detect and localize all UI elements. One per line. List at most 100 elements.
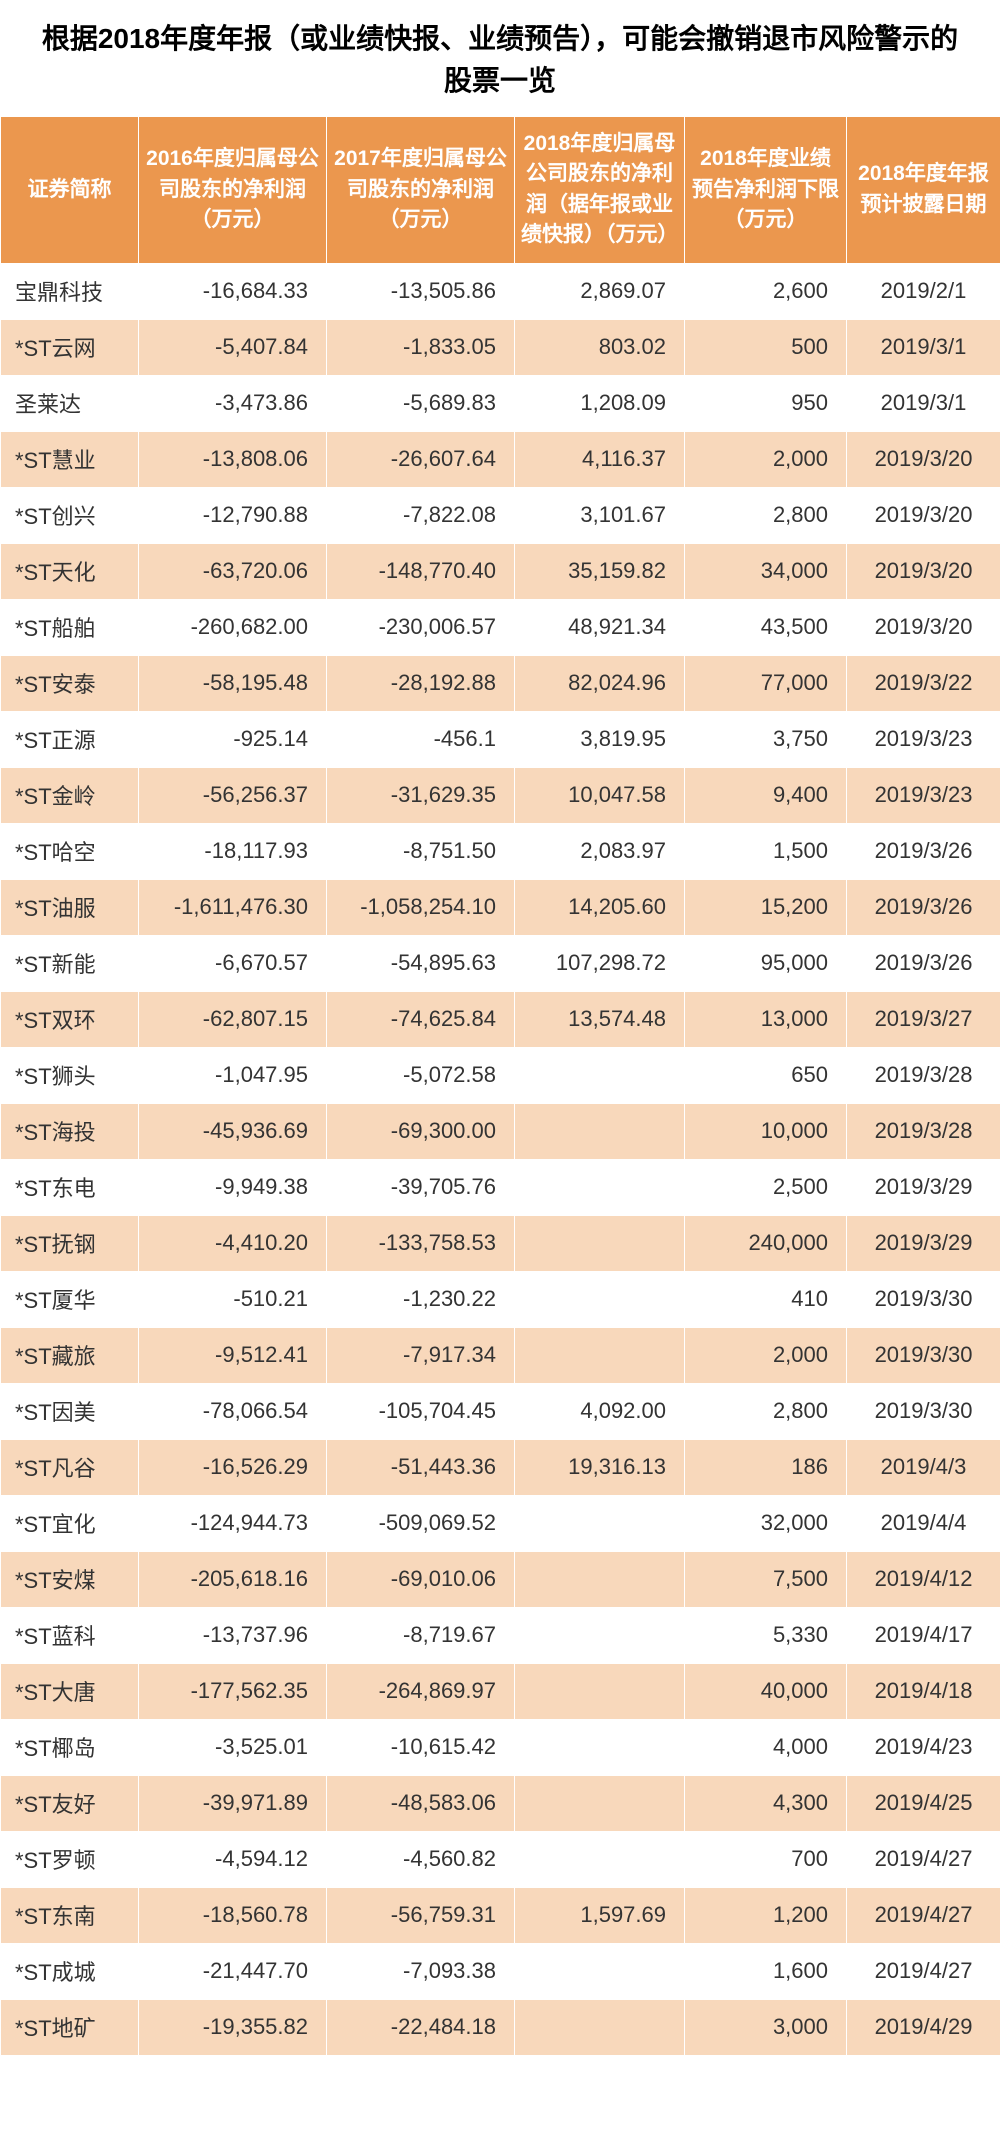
data-cell: 2019/4/3 — [847, 1439, 1000, 1495]
table-row: *ST东电-9,949.38-39,705.762,5002019/3/29 — [1, 1159, 1000, 1215]
data-cell — [515, 1607, 685, 1663]
data-cell — [515, 1831, 685, 1887]
table-row: *ST海投-45,936.69-69,300.0010,0002019/3/28 — [1, 1103, 1000, 1159]
data-cell: -3,525.01 — [139, 1719, 327, 1775]
data-cell: 2,800 — [685, 1383, 847, 1439]
table-row: *ST狮头-1,047.95-5,072.586502019/3/28 — [1, 1047, 1000, 1103]
data-cell — [515, 1663, 685, 1719]
table-row: *ST安泰-58,195.48-28,192.8882,024.9677,000… — [1, 655, 1000, 711]
data-cell: -5,072.58 — [327, 1047, 515, 1103]
table-row: *ST抚钢-4,410.20-133,758.53240,0002019/3/2… — [1, 1215, 1000, 1271]
table-row: *ST双环-62,807.15-74,625.8413,574.4813,000… — [1, 991, 1000, 1047]
data-cell — [515, 1047, 685, 1103]
data-cell: 1,200 — [685, 1887, 847, 1943]
stock-name-cell: *ST新能 — [1, 935, 139, 991]
stock-name-cell: *ST东南 — [1, 1887, 139, 1943]
table-row: *ST大唐-177,562.35-264,869.9740,0002019/4/… — [1, 1663, 1000, 1719]
data-cell: 4,092.00 — [515, 1383, 685, 1439]
data-cell: 2019/4/23 — [847, 1719, 1000, 1775]
stock-name-cell: *ST油服 — [1, 879, 139, 935]
data-cell: -205,618.16 — [139, 1551, 327, 1607]
table-row: *ST东南-18,560.78-56,759.311,597.691,20020… — [1, 1887, 1000, 1943]
table-row: 圣莱达-3,473.86-5,689.831,208.099502019/3/1 — [1, 375, 1000, 431]
data-cell: 2019/2/1 — [847, 263, 1000, 319]
data-cell: 2019/3/27 — [847, 991, 1000, 1047]
stock-name-cell: *ST东电 — [1, 1159, 139, 1215]
data-cell: 2019/3/22 — [847, 655, 1000, 711]
data-cell: -13,505.86 — [327, 263, 515, 319]
stock-name-cell: 圣莱达 — [1, 375, 139, 431]
data-cell: 186 — [685, 1439, 847, 1495]
data-cell: 7,500 — [685, 1551, 847, 1607]
data-cell: 4,116.37 — [515, 431, 685, 487]
table-row: *ST地矿-19,355.82-22,484.183,0002019/4/29 — [1, 1999, 1000, 2055]
data-cell: 2,000 — [685, 1327, 847, 1383]
stock-name-cell: *ST蓝科 — [1, 1607, 139, 1663]
data-cell: 2019/3/20 — [847, 543, 1000, 599]
data-cell: 2019/3/20 — [847, 431, 1000, 487]
table-row: *ST船舶-260,682.00-230,006.5748,921.3443,5… — [1, 599, 1000, 655]
data-cell: 410 — [685, 1271, 847, 1327]
table-row: *ST蓝科-13,737.96-8,719.675,3302019/4/17 — [1, 1607, 1000, 1663]
data-cell: 10,047.58 — [515, 767, 685, 823]
stock-name-cell: *ST云网 — [1, 319, 139, 375]
data-cell: 77,000 — [685, 655, 847, 711]
stock-name-cell: *ST船舶 — [1, 599, 139, 655]
data-cell: 4,000 — [685, 1719, 847, 1775]
data-cell: 2,083.97 — [515, 823, 685, 879]
data-cell: 2019/3/29 — [847, 1215, 1000, 1271]
data-cell: -510.21 — [139, 1271, 327, 1327]
data-cell: -260,682.00 — [139, 599, 327, 655]
table-row: *ST安煤-205,618.16-69,010.067,5002019/4/12 — [1, 1551, 1000, 1607]
data-cell: 14,205.60 — [515, 879, 685, 935]
data-cell: -74,625.84 — [327, 991, 515, 1047]
data-cell: 107,298.72 — [515, 935, 685, 991]
data-cell: 1,500 — [685, 823, 847, 879]
data-cell: -69,300.00 — [327, 1103, 515, 1159]
table-header-cell: 2017年度归属母公司股东的净利润（万元） — [327, 117, 515, 264]
data-cell — [515, 1327, 685, 1383]
data-cell: -3,473.86 — [139, 375, 327, 431]
data-cell: 2019/3/20 — [847, 599, 1000, 655]
data-cell: 3,819.95 — [515, 711, 685, 767]
data-cell: -18,117.93 — [139, 823, 327, 879]
stock-name-cell: *ST安泰 — [1, 655, 139, 711]
data-cell: -58,195.48 — [139, 655, 327, 711]
data-cell: -264,869.97 — [327, 1663, 515, 1719]
table-header-cell: 2018年度业绩预告净利润下限（万元） — [685, 117, 847, 264]
data-cell: 10,000 — [685, 1103, 847, 1159]
data-cell: -56,256.37 — [139, 767, 327, 823]
data-cell: -39,705.76 — [327, 1159, 515, 1215]
stock-name-cell: *ST椰岛 — [1, 1719, 139, 1775]
data-cell — [515, 1551, 685, 1607]
data-cell: -51,443.36 — [327, 1439, 515, 1495]
data-cell: 2019/4/27 — [847, 1943, 1000, 1999]
data-cell: -230,006.57 — [327, 599, 515, 655]
data-cell: 2019/3/26 — [847, 879, 1000, 935]
stock-table: 证券简称2016年度归属母公司股东的净利润（万元）2017年度归属母公司股东的净… — [0, 116, 1000, 2056]
data-cell: 82,024.96 — [515, 655, 685, 711]
data-cell: 2019/4/18 — [847, 1663, 1000, 1719]
stock-name-cell: *ST大唐 — [1, 1663, 139, 1719]
data-cell: -18,560.78 — [139, 1887, 327, 1943]
stock-name-cell: *ST友好 — [1, 1775, 139, 1831]
data-cell — [515, 1271, 685, 1327]
table-row: *ST椰岛-3,525.01-10,615.424,0002019/4/23 — [1, 1719, 1000, 1775]
stock-name-cell: 宝鼎科技 — [1, 263, 139, 319]
data-cell: 40,000 — [685, 1663, 847, 1719]
data-cell: -63,720.06 — [139, 543, 327, 599]
data-cell: 2019/4/12 — [847, 1551, 1000, 1607]
table-header-cell: 证券简称 — [1, 117, 139, 264]
data-cell: 700 — [685, 1831, 847, 1887]
stock-name-cell: *ST安煤 — [1, 1551, 139, 1607]
data-cell: 2,600 — [685, 263, 847, 319]
table-row: *ST新能-6,670.57-54,895.63107,298.7295,000… — [1, 935, 1000, 991]
data-cell: -7,822.08 — [327, 487, 515, 543]
table-header-cell: 2016年度归属母公司股东的净利润（万元） — [139, 117, 327, 264]
data-cell: -13,808.06 — [139, 431, 327, 487]
data-cell: 650 — [685, 1047, 847, 1103]
data-cell: -133,758.53 — [327, 1215, 515, 1271]
table-row: *ST哈空-18,117.93-8,751.502,083.971,500201… — [1, 823, 1000, 879]
data-cell: -45,936.69 — [139, 1103, 327, 1159]
data-cell: 13,000 — [685, 991, 847, 1047]
